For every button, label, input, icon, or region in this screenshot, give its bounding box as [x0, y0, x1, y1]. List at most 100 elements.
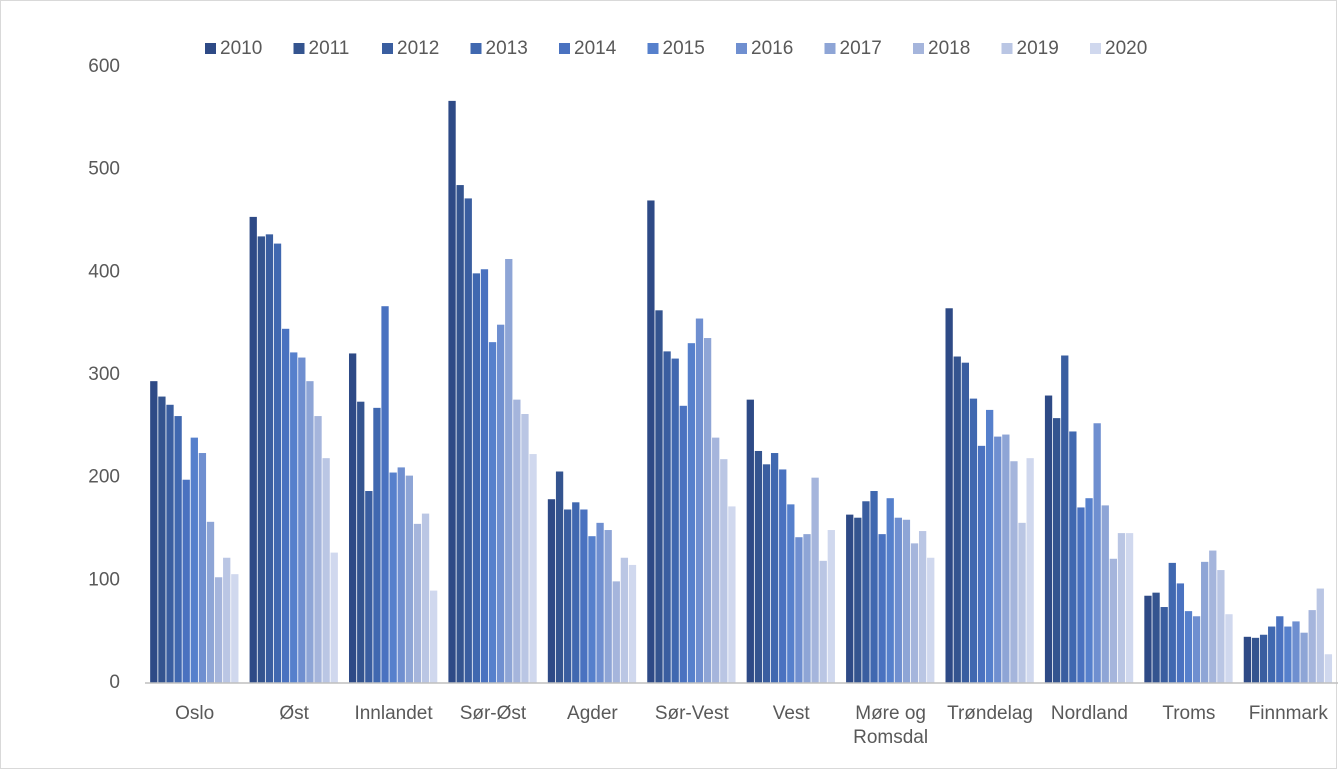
bar	[1044, 395, 1053, 683]
bar	[1308, 610, 1316, 683]
legend-label: 2018	[928, 38, 970, 59]
legend-label: 2010	[220, 38, 262, 59]
bar	[1018, 522, 1026, 683]
bar	[1053, 418, 1061, 683]
bar	[1184, 611, 1193, 683]
bar	[703, 338, 712, 683]
y-tick-label: 200	[88, 467, 120, 488]
bar	[1292, 621, 1300, 683]
bar	[695, 318, 704, 683]
legend-swatch	[382, 43, 393, 54]
bar	[397, 467, 405, 683]
bar	[754, 450, 763, 683]
bar	[249, 216, 257, 684]
legend-swatch	[470, 43, 482, 54]
bar	[1192, 616, 1201, 683]
bar	[413, 523, 422, 683]
bar	[206, 521, 215, 683]
bar	[322, 458, 330, 683]
bar	[612, 581, 620, 683]
bar	[1259, 634, 1268, 683]
y-tick-label: 500	[88, 159, 120, 180]
bar	[174, 416, 182, 683]
bar	[1276, 616, 1284, 683]
bar	[488, 342, 497, 683]
bar	[298, 357, 306, 683]
bar	[405, 475, 413, 683]
bar	[166, 404, 174, 683]
bar	[1225, 614, 1233, 683]
bar	[870, 491, 878, 683]
bar	[1002, 434, 1010, 683]
y-tick-label: 100	[88, 569, 120, 590]
bar	[214, 577, 223, 683]
bar	[762, 464, 771, 683]
bar	[994, 436, 1002, 683]
bar	[927, 557, 935, 683]
x-tick-label: Agder	[567, 703, 618, 724]
bar	[381, 306, 389, 683]
bar	[281, 328, 290, 683]
bar	[421, 513, 430, 683]
bar	[190, 437, 198, 683]
y-tick-label: 400	[88, 261, 120, 282]
bar	[1077, 507, 1085, 683]
bar	[918, 531, 927, 683]
bar	[910, 543, 919, 683]
x-tick-label: Troms	[1162, 703, 1216, 724]
bar	[819, 560, 827, 683]
x-tick-label: Vest	[772, 703, 810, 724]
legend-swatch	[293, 43, 305, 54]
bar	[330, 552, 338, 683]
x-tick-label: Sør-Vest	[654, 703, 729, 724]
bar	[720, 459, 728, 683]
bar	[894, 517, 902, 683]
x-tick-label: Finnmark	[1248, 703, 1328, 724]
bar	[480, 269, 489, 683]
legend-swatch	[205, 43, 216, 54]
x-tick-label: Nordland	[1050, 703, 1128, 724]
bar	[1010, 461, 1018, 683]
bar	[547, 499, 556, 683]
bar	[862, 501, 870, 683]
bar	[1168, 562, 1176, 683]
x-tick-label: Oslo	[175, 703, 215, 724]
legend-label: 2012	[397, 38, 439, 59]
bar	[513, 399, 521, 683]
bar	[596, 522, 604, 683]
y-tick-label: 600	[88, 56, 120, 77]
bar	[687, 343, 696, 683]
bar	[787, 504, 795, 683]
bar	[1209, 550, 1217, 683]
bar	[1251, 637, 1260, 683]
legend-label: 2017	[840, 38, 882, 59]
bar	[1117, 533, 1126, 683]
bar	[564, 509, 572, 683]
bar	[803, 534, 811, 683]
bar	[679, 405, 687, 683]
bar	[902, 519, 911, 683]
legend-label: 2013	[486, 38, 528, 59]
legend-label: 2019	[1017, 38, 1059, 59]
bar	[961, 362, 969, 683]
bar	[1243, 636, 1252, 683]
bar	[620, 557, 629, 683]
bar	[878, 534, 886, 683]
bar	[572, 502, 580, 683]
bar	[464, 198, 472, 683]
bar	[1268, 626, 1276, 683]
bar	[1061, 355, 1069, 683]
bar	[1201, 561, 1209, 683]
bar	[712, 437, 720, 683]
bar	[1176, 583, 1185, 683]
legend-swatch	[1090, 43, 1101, 54]
bar	[945, 308, 953, 683]
bar	[373, 407, 381, 683]
bar	[223, 557, 231, 683]
bar	[770, 453, 779, 683]
bar	[604, 530, 612, 683]
bar	[198, 453, 207, 683]
bar	[580, 509, 588, 683]
